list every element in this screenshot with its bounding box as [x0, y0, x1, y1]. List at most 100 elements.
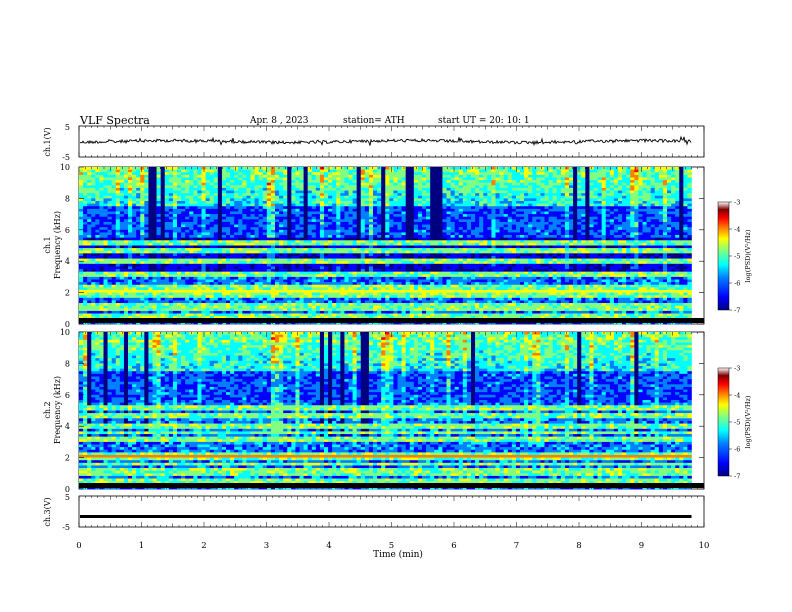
spectrogram-cell — [654, 169, 660, 173]
spectrogram-cell — [164, 227, 170, 231]
spectrogram-cell — [638, 229, 643, 233]
spectrogram-cell — [132, 219, 137, 223]
spectrogram-cell — [618, 240, 623, 244]
spectrogram-cell — [581, 174, 586, 178]
spectrogram-cell — [491, 208, 496, 212]
spectrogram-cell — [209, 245, 215, 249]
spectrogram-cell — [83, 224, 88, 228]
spectrogram-cell — [160, 169, 166, 173]
spectrogram-cell — [303, 219, 308, 223]
spectrogram-cell — [315, 224, 321, 228]
spectrogram-cell — [683, 193, 688, 197]
spectrogram-cell — [103, 229, 108, 233]
spectrogram-cell — [381, 211, 386, 215]
spectrogram-cell — [589, 180, 594, 183]
spectrogram-cell — [95, 203, 100, 207]
spectrogram-cell — [638, 240, 643, 244]
spectrogram-cell — [119, 232, 125, 236]
spectrogram-cell — [356, 182, 362, 186]
spectrogram-cell — [205, 203, 210, 207]
spectrogram-cell — [642, 177, 647, 181]
spectrogram-cell — [475, 221, 480, 225]
spectrogram-cell — [132, 198, 137, 202]
spectrogram-cell — [483, 224, 488, 228]
spectrogram-cell — [209, 229, 215, 233]
spectrogram-cell — [140, 203, 145, 207]
spectrogram-cell — [544, 180, 549, 183]
spectrogram-cell — [79, 185, 84, 189]
spectrogram-cell — [520, 214, 525, 218]
spectrogram-cell — [144, 174, 149, 178]
spectrogram-cell — [426, 216, 431, 220]
spectrogram-cell — [270, 195, 276, 199]
spectrogram-cell — [168, 237, 174, 241]
spectrogram-cell — [140, 208, 145, 212]
spectrogram-cell — [336, 232, 341, 236]
spectrogram-cell — [234, 208, 239, 212]
spectrogram-cell — [377, 245, 382, 249]
spectrogram-cell — [238, 242, 243, 246]
spectrogram-cell — [397, 237, 402, 241]
spectrogram-cell — [662, 237, 668, 241]
spectrogram-cell — [238, 167, 243, 170]
spectrogram-cell — [569, 169, 574, 173]
spectrogram-cell — [185, 193, 190, 197]
spectrogram-cell — [589, 216, 594, 220]
spectrogram-cell — [471, 167, 476, 170]
spectrogram-cell — [221, 224, 227, 228]
spectrogram-cell — [450, 208, 455, 212]
spectrogram-cell — [311, 185, 317, 189]
spectrogram-cell — [332, 214, 337, 218]
spectrogram-cell — [156, 219, 161, 223]
spectrogram-cell — [393, 224, 398, 228]
spectrogram-cell — [593, 237, 598, 241]
spectrogram-cell — [209, 190, 215, 194]
spectrogram-cell — [577, 229, 582, 233]
spectrogram-cell — [128, 219, 133, 223]
spectrogram-cell — [479, 240, 484, 244]
spectrogram-cell — [152, 229, 157, 233]
spectrogram-cell — [495, 206, 500, 210]
spectrogram-cell — [454, 169, 460, 173]
spectrogram-cell — [532, 206, 537, 210]
spectrogram-cell — [299, 245, 304, 249]
spectrogram-cell — [115, 167, 121, 170]
spectrogram-cell — [123, 180, 129, 183]
spectrogram-cell — [573, 198, 578, 202]
spectrogram-cell — [254, 214, 259, 218]
spectrogram-cell — [417, 237, 423, 241]
spectrogram-cell — [654, 187, 660, 191]
spectrogram-cell — [307, 227, 313, 231]
spectrogram-cell — [368, 242, 374, 246]
spectrogram-cell — [287, 187, 292, 191]
spectrogram-cell — [119, 182, 125, 186]
spectrogram-cell — [573, 227, 578, 231]
spectrogram-cell — [238, 211, 243, 215]
spectrogram-cell — [552, 167, 558, 170]
spectrogram-cell — [548, 224, 553, 228]
spectrogram-cell — [577, 224, 582, 228]
spectrogram-cell — [356, 206, 362, 210]
spectrogram-cell — [328, 242, 333, 246]
spectrogram-cell — [450, 180, 455, 183]
spectrogram-cell — [107, 182, 112, 186]
spectrogram-cell — [679, 224, 684, 228]
spectrogram-cell — [511, 245, 517, 249]
spectrogram-cell — [144, 235, 149, 238]
spectrogram-cell — [556, 201, 562, 204]
spectrogram-cell — [593, 245, 598, 249]
spectrogram-cell — [136, 227, 141, 231]
spectrogram-cell — [144, 177, 149, 181]
spectrogram-cell — [262, 245, 268, 249]
spectrogram-cell — [128, 195, 133, 199]
spectrogram-cell — [209, 219, 215, 223]
spectrogram-cell — [434, 187, 439, 191]
spectrogram-cell — [446, 172, 451, 176]
spectrogram-cell — [201, 208, 206, 212]
spectrogram-cell — [622, 206, 627, 210]
spectrogram-cell — [250, 219, 255, 223]
spectrogram-cell — [667, 211, 672, 215]
spectrogram-cell — [475, 201, 480, 204]
spectrogram-cell — [128, 237, 133, 241]
spectrogram-cell — [119, 167, 125, 170]
